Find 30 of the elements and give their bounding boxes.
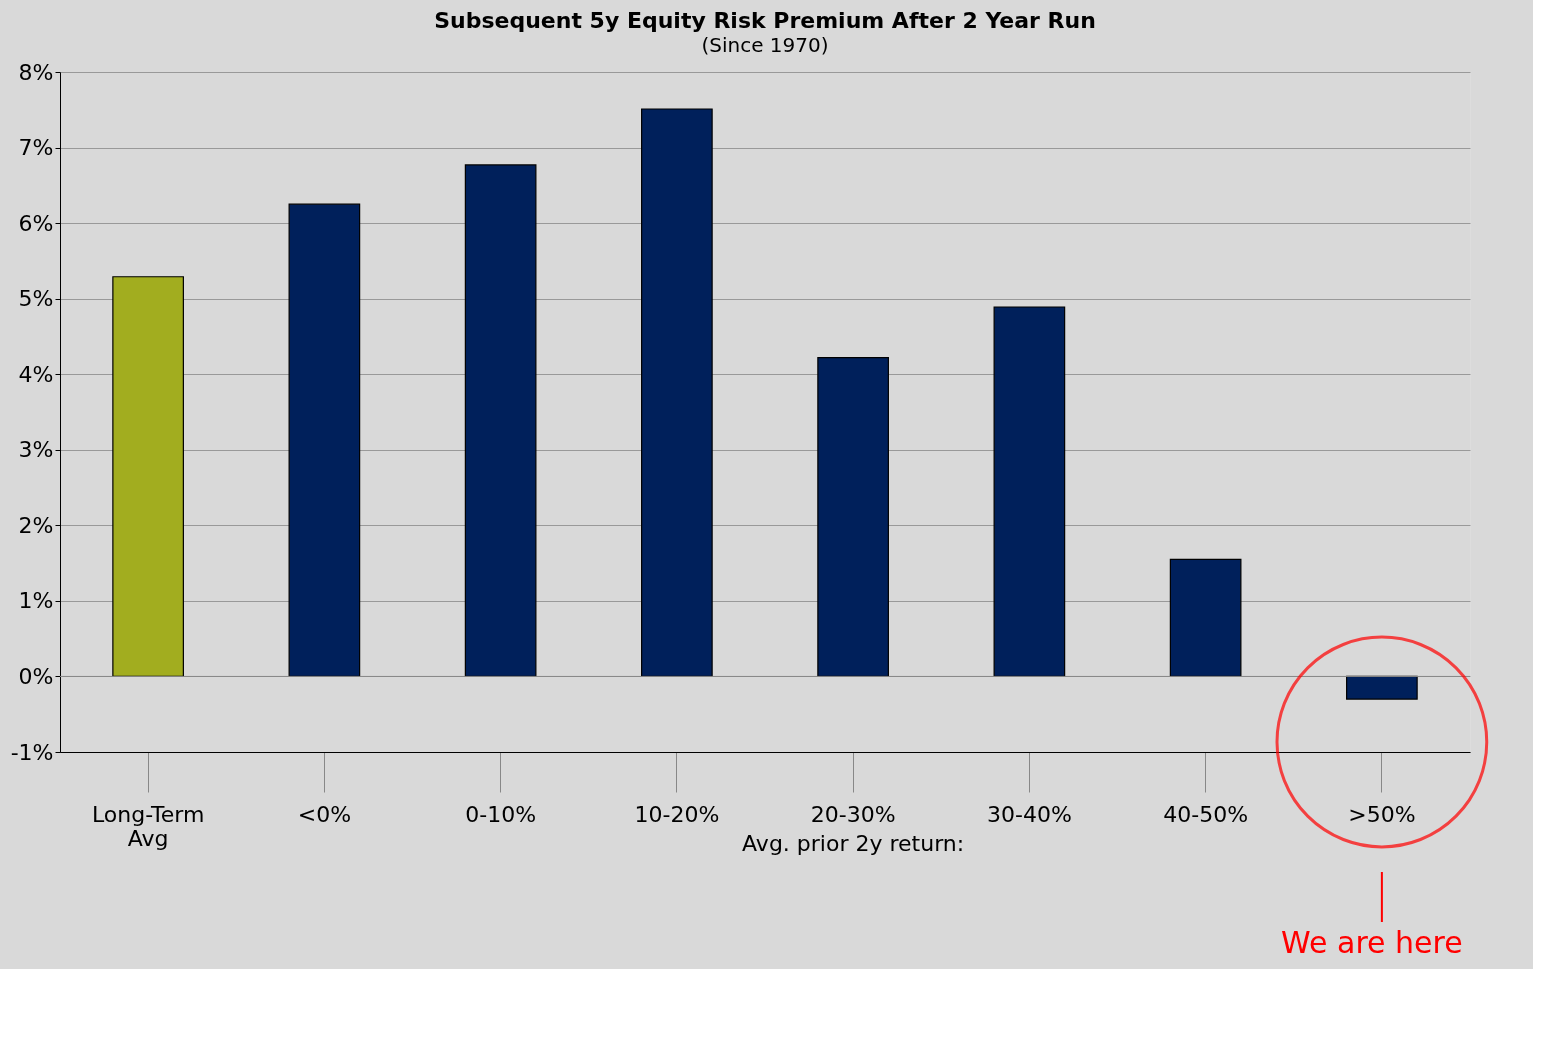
x-tick-label: Long-Term Avg [91, 801, 205, 851]
x-tick-label: 0-10% [465, 801, 537, 827]
y-tick-label: 5% [18, 286, 54, 312]
y-tick-label: 7% [18, 135, 54, 161]
y-tick-label: 6% [18, 210, 54, 236]
chart-subtitle: (Since 1970) [701, 33, 829, 57]
y-tick-label: 8% [18, 59, 54, 85]
x-tick-label: 40-50% [1163, 801, 1249, 827]
y-tick-label: 2% [18, 512, 54, 538]
bar [1346, 675, 1418, 700]
x-tick-label: 20-30% [810, 801, 896, 827]
chart-title: Subsequent 5y Equity Risk Premium After 2 Year Run [434, 8, 1096, 33]
x-tick-label: 10-20% [634, 801, 720, 827]
bar [993, 306, 1066, 678]
y-tick-label: 0% [18, 663, 54, 689]
x-tick-label: >50% [1348, 801, 1416, 827]
y-tick-label: 1% [18, 588, 54, 614]
bar [641, 108, 713, 678]
bar [288, 203, 361, 678]
x-tick-label: 30-40% [986, 801, 1072, 827]
bar [112, 276, 184, 678]
annotation: We are here [1281, 925, 1463, 960]
bar [1169, 558, 1242, 678]
y-tick-label: -1% [10, 739, 54, 765]
y-tick-label: 4% [18, 361, 54, 387]
x-axis-title: Avg. prior 2y return: [742, 831, 965, 856]
bar [817, 357, 889, 678]
x-tick-label: <0% [297, 801, 352, 827]
y-tick-label: 3% [18, 437, 54, 463]
bar [464, 164, 537, 678]
